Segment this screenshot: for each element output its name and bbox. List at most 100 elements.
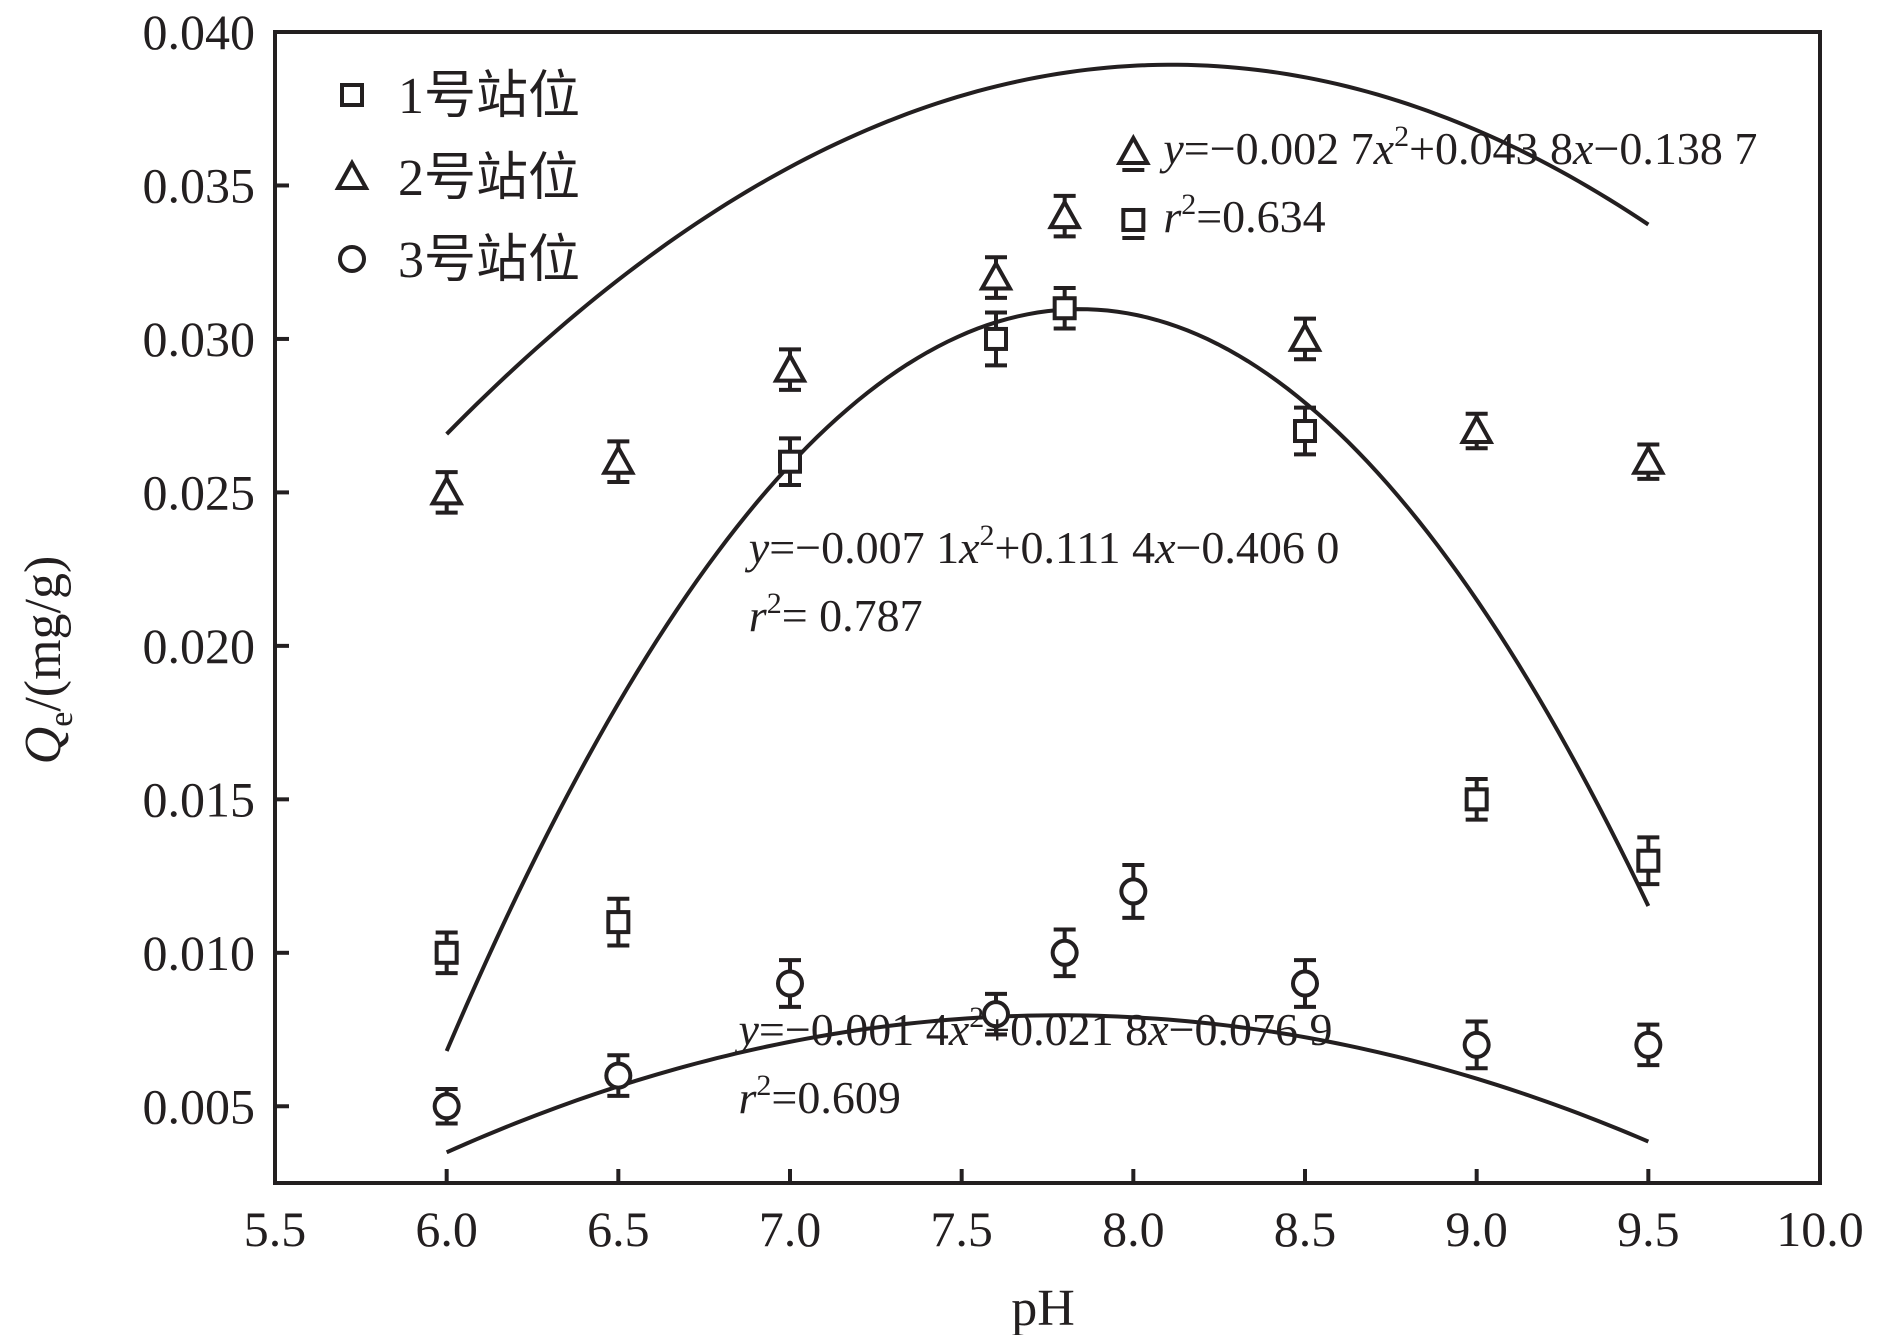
data-point-square	[434, 940, 459, 965]
data-point-triangle	[1459, 412, 1495, 445]
x-tick-label: 6.5	[587, 1201, 650, 1257]
x-tick-label: 10.0	[1776, 1201, 1864, 1257]
equation-part: 2	[1394, 120, 1409, 153]
annotation-marker-triangle	[1115, 133, 1151, 165]
x-axis: 5.5 6.0 6.5 7.0 7.5 8.0 8.5 9.0 9.5 10.0	[244, 1169, 1864, 1257]
y-tick-label: 0.025	[143, 464, 256, 520]
fit-curves	[444, 62, 1651, 1155]
data-point-square	[778, 449, 802, 474]
data-point-triangle	[1287, 320, 1323, 352]
data-point-circle	[776, 969, 804, 998]
y-tick-label: 0.015	[143, 771, 256, 827]
fit-equation-fit3: y=−0.001 4x2+0.021 8x−0.076 9	[735, 1001, 1333, 1055]
legend: 1号站位 2号站位 3号站位	[334, 68, 580, 289]
equation-part: y	[1159, 123, 1184, 174]
data-point-triangle	[978, 259, 1014, 291]
x-tick-label: 8.5	[1274, 1201, 1337, 1257]
legend-marker-triangle	[334, 158, 370, 190]
y-axis: 0.005 0.010 0.015 0.020 0.025 0.030 0.035 0.040	[143, 4, 289, 1134]
data-point-triangle	[1047, 198, 1083, 230]
r-squared-fit3: r2=0.609	[739, 1069, 901, 1123]
data-point-triangle	[429, 474, 465, 506]
equation-part: y	[735, 1004, 760, 1055]
r-squared-fit2: r2=0.634	[1163, 188, 1325, 242]
r-squared-part: =0.609	[771, 1072, 900, 1123]
y-tick-label: 0.040	[143, 4, 256, 60]
plot-border	[273, 30, 1822, 1185]
y-axis-title-main: Q	[15, 727, 72, 765]
equation-part: =−0.002 7	[1184, 123, 1374, 174]
y-axis-title: Qe/(mg/g)	[15, 556, 80, 765]
x-tick-label: 9.0	[1445, 1201, 1508, 1257]
data-point-triangle	[600, 443, 636, 475]
x-tick-label: 9.5	[1617, 1201, 1680, 1257]
legend-label: 2号站位	[398, 150, 580, 207]
y-tick-label: 0.010	[143, 925, 256, 981]
equation-part: x	[1572, 123, 1594, 174]
equation-part: x	[1147, 1004, 1169, 1055]
data-point-circle	[1634, 1030, 1663, 1059]
fit-curve-series-1	[444, 307, 1651, 1052]
r-squared-part: 2	[756, 1069, 771, 1102]
equation-part: +0.021 8	[984, 1004, 1148, 1055]
y-tick-label: 0.035	[143, 157, 256, 213]
r-squared-part: 2	[1181, 188, 1196, 221]
y-axis-title-sub: e	[43, 712, 80, 727]
data-point-circle	[432, 1092, 461, 1121]
equation-part: +0.043 8	[1409, 123, 1573, 174]
data-point-circle	[604, 1061, 633, 1090]
r-squared-fit1: r2= 0.787	[749, 587, 923, 641]
data-point-square	[606, 910, 631, 935]
annotation-marker-square	[1121, 207, 1146, 232]
equation-part: −0.076 9	[1169, 1004, 1333, 1055]
r-squared-part: r	[749, 590, 768, 641]
equation-part: x	[1154, 522, 1176, 573]
data-points	[429, 193, 1666, 1126]
r-squared-part: =0.634	[1196, 191, 1325, 242]
fit-curve-series-3	[445, 1013, 1650, 1155]
equation-part: =−0.007 1	[769, 522, 959, 573]
equation-part: x	[1373, 123, 1395, 174]
r-squared-part: r	[739, 1072, 758, 1123]
x-tick-label: 5.5	[244, 1201, 307, 1257]
data-point-circle	[1291, 969, 1319, 998]
data-point-square	[984, 326, 1008, 351]
x-tick-label: 7.5	[930, 1201, 993, 1257]
fit-equation-fit1: y=−0.007 1x2+0.111 4x−0.406 0	[745, 519, 1340, 573]
equation-part: +0.111 4	[995, 522, 1156, 573]
y-tick-label: 0.005	[143, 1078, 256, 1134]
r-squared-part: 2	[767, 587, 782, 620]
data-point-triangle	[772, 351, 808, 383]
data-point-circle	[1050, 938, 1079, 967]
legend-marker-circle	[338, 245, 366, 273]
data-point-circle	[982, 1000, 1010, 1029]
x-axis-title: pH	[1011, 1280, 1075, 1335]
equation-part: =−0.001 4	[759, 1004, 949, 1055]
data-point-triangle	[1630, 443, 1666, 475]
equation-part: x	[948, 1004, 970, 1055]
equation-part: 2	[969, 1001, 984, 1034]
r-squared-part: r	[1163, 191, 1182, 242]
r-squared-part: = 0.787	[782, 590, 923, 641]
data-point-square	[1464, 787, 1489, 812]
equation-part: x	[958, 522, 980, 573]
y-axis-title-rest: /(mg/g)	[15, 556, 72, 712]
equation-part: y	[745, 522, 770, 573]
x-tick-label: 7.0	[759, 1201, 822, 1257]
plot-frame	[273, 30, 1822, 1185]
data-point-circle	[1462, 1030, 1491, 1059]
equation-annotations: y=−0.002 7x2+0.043 8x−0.138 7r2=0.634y=−…	[735, 120, 1758, 1123]
legend-label: 1号站位	[398, 68, 580, 125]
y-tick-label: 0.030	[143, 311, 256, 367]
data-point-square	[1293, 419, 1317, 444]
x-tick-label: 8.0	[1102, 1201, 1165, 1257]
data-point-square	[1052, 296, 1077, 321]
equation-part: 2	[980, 519, 995, 552]
equation-part: −0.138 7	[1593, 123, 1757, 174]
fit-curve-series-2	[445, 62, 1650, 436]
legend-marker-square	[340, 83, 364, 107]
data-point-circle	[1119, 877, 1148, 906]
x-tick-label: 6.0	[415, 1201, 478, 1257]
data-point-square	[1636, 848, 1661, 873]
